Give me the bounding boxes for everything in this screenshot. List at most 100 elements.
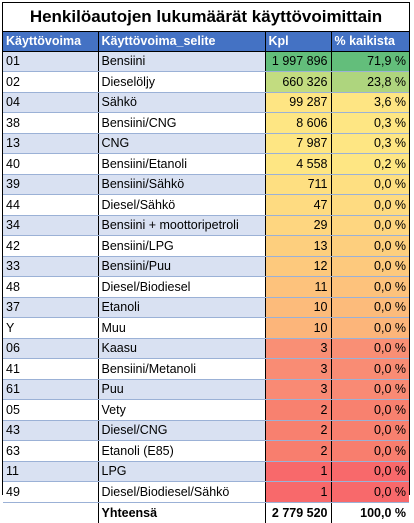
percent-cell[interactable]: 0,0 % xyxy=(331,461,409,482)
kpl-cell[interactable]: 711 xyxy=(265,174,332,195)
code-cell[interactable]: 13 xyxy=(3,133,99,154)
description-cell[interactable]: Dieselöljy xyxy=(98,71,266,93)
code-cell[interactable]: 39 xyxy=(3,174,99,195)
code-cell[interactable]: 48 xyxy=(3,276,99,298)
kpl-cell[interactable]: 2 xyxy=(265,440,332,462)
percent-cell[interactable]: 0,0 % xyxy=(331,215,409,236)
description-cell[interactable]: Bensiini xyxy=(98,51,266,72)
kpl-cell[interactable]: 13 xyxy=(265,235,332,257)
code-cell[interactable]: 44 xyxy=(3,194,99,216)
code-cell[interactable]: 40 xyxy=(3,153,99,175)
total-kpl[interactable]: 2 779 520 xyxy=(265,501,332,523)
kpl-cell[interactable]: 1 xyxy=(265,461,332,482)
code-cell[interactable]: 43 xyxy=(3,420,99,441)
code-cell[interactable]: 02 xyxy=(3,71,99,93)
description-cell[interactable]: Bensiini/LPG xyxy=(98,235,266,257)
code-cell[interactable]: 37 xyxy=(3,297,99,318)
percent-cell[interactable]: 0,0 % xyxy=(331,235,409,257)
percent-cell[interactable]: 0,0 % xyxy=(331,174,409,195)
kpl-cell[interactable]: 2 xyxy=(265,399,332,421)
kpl-cell[interactable]: 10 xyxy=(265,317,332,339)
percent-cell[interactable]: 0,0 % xyxy=(331,481,409,503)
header-kayttovoima[interactable]: Käyttövoima xyxy=(3,32,99,52)
percent-cell[interactable]: 71,9 % xyxy=(331,51,409,72)
header-percent[interactable]: % kaikista xyxy=(331,32,409,52)
description-cell[interactable]: Diesel/Sähkö xyxy=(98,194,266,216)
code-cell[interactable]: 38 xyxy=(3,112,99,134)
kpl-cell[interactable]: 660 326 xyxy=(265,71,332,93)
code-cell[interactable]: 42 xyxy=(3,235,99,257)
kpl-cell[interactable]: 2 xyxy=(265,420,332,441)
description-cell[interactable]: Muu xyxy=(98,317,266,339)
kpl-cell[interactable]: 3 xyxy=(265,358,332,380)
description-cell[interactable]: Bensiini/Etanoli xyxy=(98,153,266,175)
code-cell[interactable]: 33 xyxy=(3,256,99,277)
kpl-cell[interactable]: 3 xyxy=(265,338,332,359)
description-cell[interactable]: Vety xyxy=(98,399,266,421)
description-cell[interactable]: Kaasu xyxy=(98,338,266,359)
description-cell[interactable]: Bensiini/Puu xyxy=(98,256,266,277)
description-cell[interactable]: Diesel/CNG xyxy=(98,420,266,441)
code-cell[interactable]: 41 xyxy=(3,358,99,380)
code-cell[interactable]: 61 xyxy=(3,379,99,400)
percent-cell[interactable]: 0,0 % xyxy=(331,317,409,339)
percent-cell[interactable]: 0,0 % xyxy=(331,338,409,359)
description-cell[interactable]: LPG xyxy=(98,461,266,482)
description-cell[interactable]: Sähkö xyxy=(98,92,266,113)
code-cell[interactable]: 04 xyxy=(3,92,99,113)
percent-cell[interactable]: 0,2 % xyxy=(331,153,409,175)
description-cell[interactable]: Etanoli (E85) xyxy=(98,440,266,462)
description-cell[interactable]: Bensiini/Sähkö xyxy=(98,174,266,195)
header-kpl[interactable]: Kpl xyxy=(265,32,332,52)
code-cell[interactable]: 34 xyxy=(3,215,99,236)
kpl-cell[interactable]: 29 xyxy=(265,215,332,236)
kpl-cell[interactable]: 1 xyxy=(265,481,332,503)
description-cell[interactable]: Diesel/Biodiesel/Sähkö xyxy=(98,481,266,503)
percent-cell[interactable]: 0,0 % xyxy=(331,379,409,400)
kpl-cell[interactable]: 1 997 896 xyxy=(265,51,332,72)
description-cell[interactable]: Diesel/Biodiesel xyxy=(98,276,266,298)
percent-cell[interactable]: 0,3 % xyxy=(331,133,409,154)
code-cell[interactable]: 11 xyxy=(3,461,99,482)
percent-cell[interactable]: 23,8 % xyxy=(331,71,409,93)
description-cell[interactable]: Puu xyxy=(98,379,266,400)
percent-cell[interactable]: 3,6 % xyxy=(331,92,409,113)
percent-cell[interactable]: 0,0 % xyxy=(331,440,409,462)
total-label[interactable]: Yhteensä xyxy=(98,501,266,523)
description-cell[interactable]: Bensiini/Metanoli xyxy=(98,358,266,380)
description-cell[interactable]: Bensiini + moottoripetroli xyxy=(98,215,266,236)
kpl-cell[interactable]: 11 xyxy=(265,276,332,298)
table-row: 13 CNG 7 987 0,3 % xyxy=(3,133,409,154)
kpl-cell[interactable]: 3 xyxy=(265,379,332,400)
kpl-cell[interactable]: 47 xyxy=(265,194,332,216)
total-row: Yhteensä 2 779 520 100,0 % xyxy=(3,501,409,523)
table-row: Y Muu 10 0,0 % xyxy=(3,317,409,339)
kpl-cell[interactable]: 10 xyxy=(265,297,332,318)
code-cell[interactable]: 01 xyxy=(3,51,99,72)
percent-cell[interactable]: 0,0 % xyxy=(331,358,409,380)
kpl-cell[interactable]: 7 987 xyxy=(265,133,332,154)
code-cell[interactable]: 05 xyxy=(3,399,99,421)
description-cell[interactable]: Bensiini/CNG xyxy=(98,112,266,134)
data-table: Käyttövoima Käyttövoima_selite Kpl % kai… xyxy=(3,32,409,523)
percent-cell[interactable]: 0,0 % xyxy=(331,420,409,441)
code-cell[interactable]: 49 xyxy=(3,481,99,503)
code-cell[interactable]: Y xyxy=(3,317,99,339)
description-cell[interactable]: CNG xyxy=(98,133,266,154)
header-selite[interactable]: Käyttövoima_selite xyxy=(98,32,266,52)
code-cell[interactable]: 63 xyxy=(3,440,99,462)
kpl-cell[interactable]: 12 xyxy=(265,256,332,277)
kpl-cell[interactable]: 8 606 xyxy=(265,112,332,134)
total-percent[interactable]: 100,0 % xyxy=(331,501,409,523)
total-code-cell[interactable] xyxy=(3,501,99,523)
percent-cell[interactable]: 0,0 % xyxy=(331,399,409,421)
kpl-cell[interactable]: 99 287 xyxy=(265,92,332,113)
code-cell[interactable]: 06 xyxy=(3,338,99,359)
percent-cell[interactable]: 0,3 % xyxy=(331,112,409,134)
description-cell[interactable]: Etanoli xyxy=(98,297,266,318)
percent-cell[interactable]: 0,0 % xyxy=(331,194,409,216)
percent-cell[interactable]: 0,0 % xyxy=(331,256,409,277)
percent-cell[interactable]: 0,0 % xyxy=(331,297,409,318)
percent-cell[interactable]: 0,0 % xyxy=(331,276,409,298)
kpl-cell[interactable]: 4 558 xyxy=(265,153,332,175)
